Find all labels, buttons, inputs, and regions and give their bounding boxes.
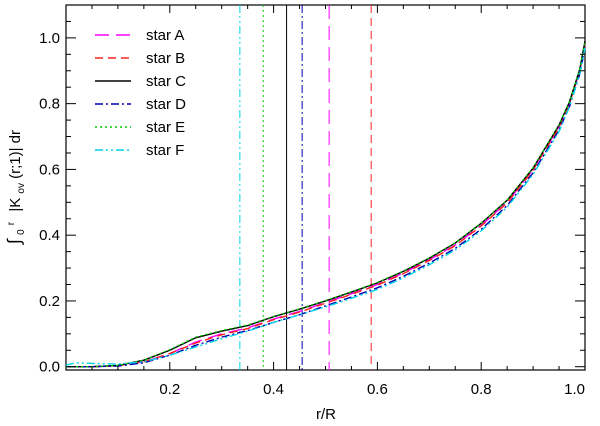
x-tick-label: 0.6 bbox=[367, 381, 388, 398]
x-tick-label: 0.2 bbox=[159, 381, 180, 398]
curve-series-1 bbox=[66, 44, 586, 368]
x-tick-label: 1.0 bbox=[564, 381, 585, 398]
y-tick-label: 0.4 bbox=[39, 227, 60, 244]
y-tick-label: 1.0 bbox=[39, 30, 60, 47]
y-tick-label: 0.0 bbox=[39, 359, 60, 376]
x-tick-label: 0.8 bbox=[471, 381, 492, 398]
legend-label-series-6: star F bbox=[146, 142, 184, 159]
legend-label-series-1: star A bbox=[146, 27, 184, 44]
legend: star A star B star C star D star E star F bbox=[95, 27, 186, 159]
y-label-integral: ∫ bbox=[4, 238, 24, 246]
curve-series-5 bbox=[66, 41, 586, 368]
curve-series-2 bbox=[66, 44, 586, 368]
y-tick-label: 0.6 bbox=[39, 161, 60, 178]
svg-text:∫ 0 r |K: ∫ 0 r |K ov (r;1)| dr bbox=[1, 130, 28, 246]
x-tick-label: 0.4 bbox=[263, 381, 284, 398]
series-curves bbox=[65, 41, 586, 368]
legend-label-series-3: star C bbox=[146, 73, 186, 90]
y-axis-ticks: 0.0 0.2 0.4 0.6 0.8 1.0 bbox=[39, 20, 585, 376]
y-label-kernel-prefix: |K bbox=[7, 198, 24, 212]
y-tick-label: 0.8 bbox=[39, 96, 60, 113]
y-label-upper-limit: r bbox=[6, 221, 17, 225]
x-axis-ticks: 0.2 0.4 0.6 0.8 1.0 bbox=[91, 5, 586, 398]
y-label-kernel-subscript: ov bbox=[16, 183, 27, 194]
y-label-lower-limit: 0 bbox=[16, 229, 27, 235]
y-tick-label: 0.2 bbox=[39, 293, 60, 310]
marker-vertical-lines bbox=[239, 5, 372, 370]
curve-series-3 bbox=[66, 41, 586, 368]
legend-label-series-4: star D bbox=[146, 96, 186, 113]
legend-label-series-2: star B bbox=[146, 50, 185, 67]
curve-series-6 bbox=[65, 47, 586, 366]
plot-frame bbox=[65, 4, 586, 371]
legend-label-series-5: star E bbox=[146, 119, 185, 136]
curve-series-4 bbox=[66, 47, 586, 368]
y-axis-label: ∫ 0 r |K ov (r;1)| dr bbox=[1, 130, 28, 246]
x-axis-label: r/R bbox=[316, 406, 336, 423]
y-label-kernel-suffix: (r;1)| dr bbox=[7, 130, 24, 179]
